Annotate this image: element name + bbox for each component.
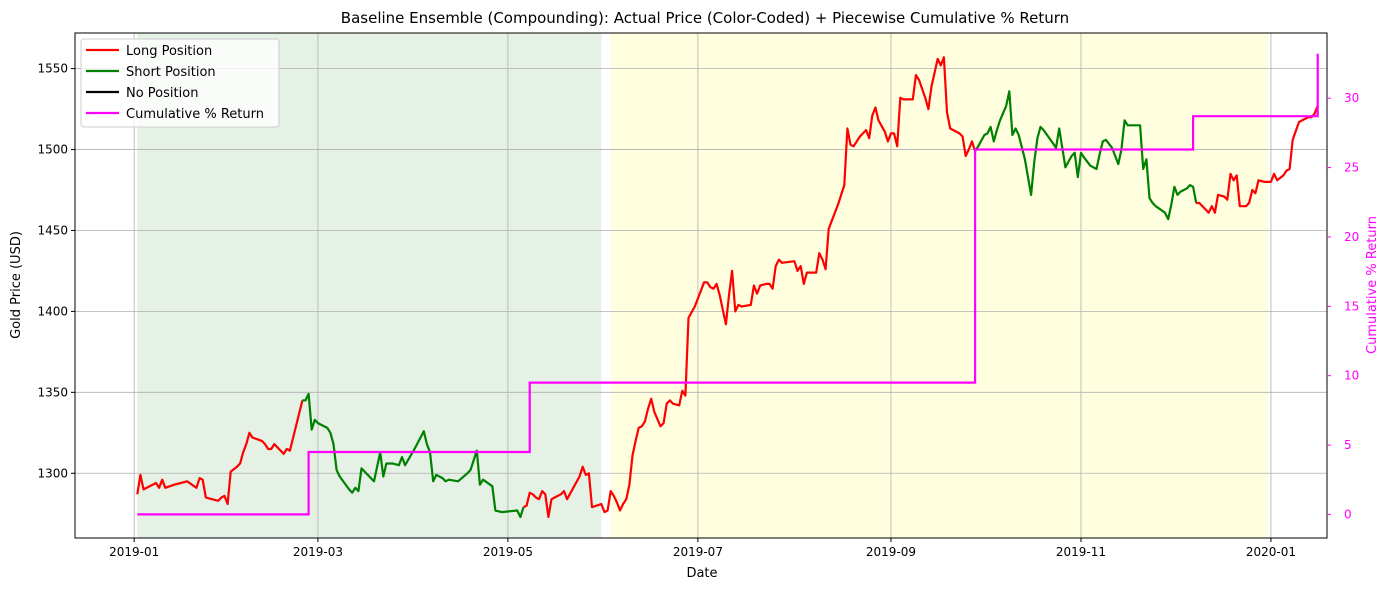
y2-tick-label: 5 <box>1344 438 1352 452</box>
legend-label-short: Short Position <box>126 65 216 80</box>
chart-title: Baseline Ensemble (Compounding): Actual … <box>341 9 1069 27</box>
y-axis-label: Gold Price (USD) <box>9 231 24 339</box>
legend-label-long: Long Position <box>126 44 212 59</box>
y-tick-label: 1450 <box>37 223 68 237</box>
y2-tick-label: 10 <box>1344 369 1359 383</box>
y2-axis-ticks: 0 5 10 15 20 25 30 <box>1327 91 1359 521</box>
x-tick-label: 2019-03 <box>293 545 343 559</box>
y2-axis-label: Cumulative % Return <box>1365 216 1380 354</box>
y2-tick-label: 25 <box>1344 161 1359 175</box>
x-axis-ticks: 2019-01 2019-03 2019-05 2019-07 2019-09 2019-… <box>109 538 1296 559</box>
y-axis-ticks: 1300 1350 1400 1450 1500 1550 <box>37 62 75 480</box>
x-axis-label: Date <box>686 566 717 581</box>
x-tick-label: 2019-05 <box>483 545 533 559</box>
x-tick-label: 2019-11 <box>1056 545 1106 559</box>
grid-lines <box>75 33 1327 538</box>
x-tick-label: 2019-09 <box>866 545 916 559</box>
x-tick-label: 2019-07 <box>673 545 723 559</box>
y-tick-label: 1500 <box>37 143 68 157</box>
shaded-regions <box>137 33 1268 538</box>
price-line-short <box>302 392 525 519</box>
x-tick-label: 2020-01 <box>1246 545 1296 559</box>
price-line-long <box>522 56 977 519</box>
legend: Long Position Short Position No Position… <box>80 38 280 128</box>
legend-label-none: No Position <box>126 86 198 101</box>
y-tick-label: 1350 <box>37 385 68 399</box>
price-lines <box>136 56 1319 519</box>
price-line-long <box>136 400 304 506</box>
y2-tick-label: 15 <box>1344 299 1359 313</box>
legend-box <box>80 38 280 128</box>
cumulative-return-line <box>137 53 1319 516</box>
plot-frame <box>74 32 1328 539</box>
y2-tick-label: 20 <box>1344 230 1359 244</box>
y-tick-label: 1550 <box>37 62 68 76</box>
price-line-long <box>1196 105 1319 214</box>
cumulative-return-line <box>137 53 1319 516</box>
x-tick-label: 2019-01 <box>109 545 159 559</box>
shaded-region <box>610 33 1268 538</box>
y-tick-label: 1300 <box>37 466 68 480</box>
legend-label-cumret: Cumulative % Return <box>126 107 264 122</box>
price-line-short <box>974 90 1198 221</box>
y2-tick-label: 0 <box>1344 507 1352 521</box>
y2-tick-label: 30 <box>1344 91 1359 105</box>
y-tick-label: 1400 <box>37 304 68 318</box>
